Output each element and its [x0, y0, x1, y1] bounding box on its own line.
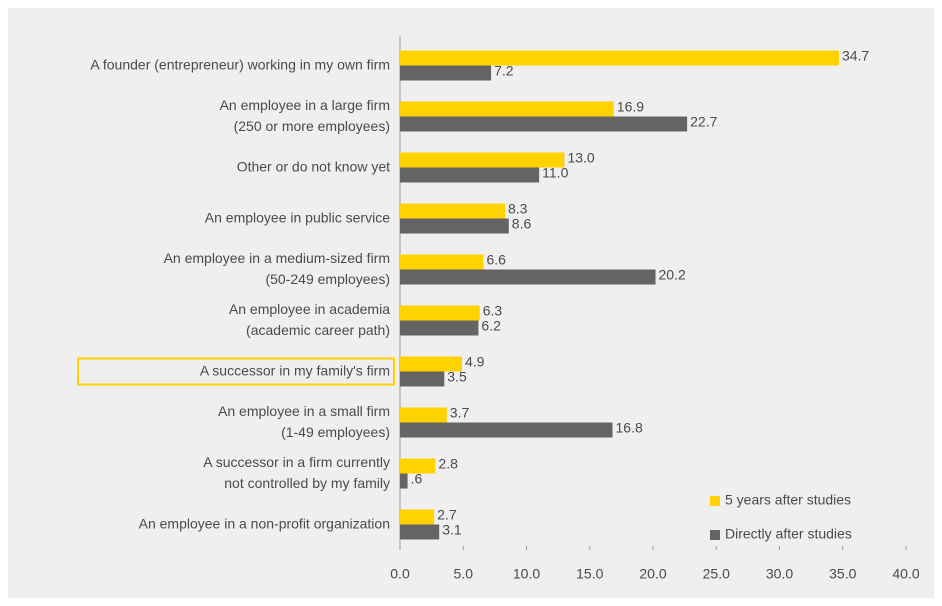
- category-label: An employee in a small firm (1-49 employe…: [218, 403, 390, 440]
- category-label: An employee in a non-profit organization: [139, 515, 390, 531]
- value-label: 16.9: [617, 99, 644, 115]
- x-tick-label: 40.0: [892, 566, 919, 582]
- bar: [400, 305, 480, 321]
- category-label: An employee in public service: [205, 209, 390, 225]
- x-tick-label: 30.0: [766, 566, 793, 582]
- x-tick-label: 25.0: [703, 566, 730, 582]
- bar: [400, 320, 479, 336]
- value-label: 3.1: [442, 522, 462, 538]
- bar: [400, 50, 839, 66]
- value-label: 6.2: [481, 318, 501, 334]
- bar: [400, 116, 688, 132]
- value-label: 11.0: [542, 165, 568, 181]
- bar: [400, 356, 462, 372]
- value-label: 4.9: [465, 354, 485, 370]
- category-label: Other or do not know yet: [237, 158, 390, 174]
- x-tick-label: 15.0: [576, 566, 603, 582]
- x-tick-label: 0.0: [390, 566, 410, 582]
- category-label: An employee in a large firm (250 or more …: [220, 97, 390, 134]
- value-label: 7.2: [494, 63, 514, 79]
- bar: [400, 371, 445, 387]
- value-label: 8.3: [508, 201, 528, 217]
- value-label: 8.6: [512, 216, 532, 232]
- category-label: A successor in a firm currently not contr…: [203, 454, 390, 491]
- chart-background: [8, 8, 934, 598]
- bar: [400, 407, 447, 423]
- value-label: 3.5: [447, 369, 467, 385]
- bar: [400, 458, 436, 474]
- x-tick-label: 20.0: [639, 566, 666, 582]
- bar: [400, 422, 613, 438]
- value-label: 20.2: [659, 267, 686, 283]
- legend-label: 5 years after studies: [725, 492, 851, 508]
- bar: [400, 269, 656, 285]
- category-label: A successor in my family's firm: [200, 362, 390, 378]
- value-label: 2.7: [437, 507, 457, 523]
- value-label: .6: [411, 471, 423, 487]
- legend-swatch: [710, 496, 720, 506]
- bar: [400, 65, 492, 81]
- bar: [400, 218, 509, 234]
- legend-swatch: [710, 530, 720, 540]
- highlight-box: [77, 357, 395, 386]
- x-tick-label: 10.0: [513, 566, 540, 582]
- value-label: 2.8: [438, 456, 458, 472]
- value-label: 3.7: [450, 405, 470, 421]
- bar: [400, 254, 484, 270]
- bar: [400, 203, 505, 219]
- category-label: A founder (entrepreneur) working in my o…: [90, 56, 390, 72]
- bar: [400, 473, 408, 489]
- value-label: 16.8: [616, 420, 643, 436]
- x-tick-label: 35.0: [829, 566, 856, 582]
- x-tick-label: 5.0: [454, 566, 474, 582]
- value-label: 6.3: [483, 303, 503, 319]
- category-label: An employee in academia (academic career …: [229, 301, 390, 338]
- value-label: 34.7: [842, 48, 869, 64]
- bar: [400, 509, 435, 525]
- bar: [400, 101, 614, 117]
- value-label: 6.6: [486, 252, 506, 268]
- bar: [400, 524, 440, 540]
- category-label: An employee in a medium-sized firm (50-24…: [164, 250, 390, 287]
- legend-label: Directly after studies: [725, 526, 852, 542]
- bar: [400, 167, 540, 183]
- bar: [400, 152, 565, 168]
- value-label: 22.7: [690, 114, 717, 130]
- value-label: 13.0: [567, 150, 594, 166]
